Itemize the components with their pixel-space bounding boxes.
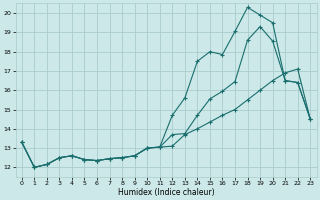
X-axis label: Humidex (Indice chaleur): Humidex (Indice chaleur) [118, 188, 214, 197]
